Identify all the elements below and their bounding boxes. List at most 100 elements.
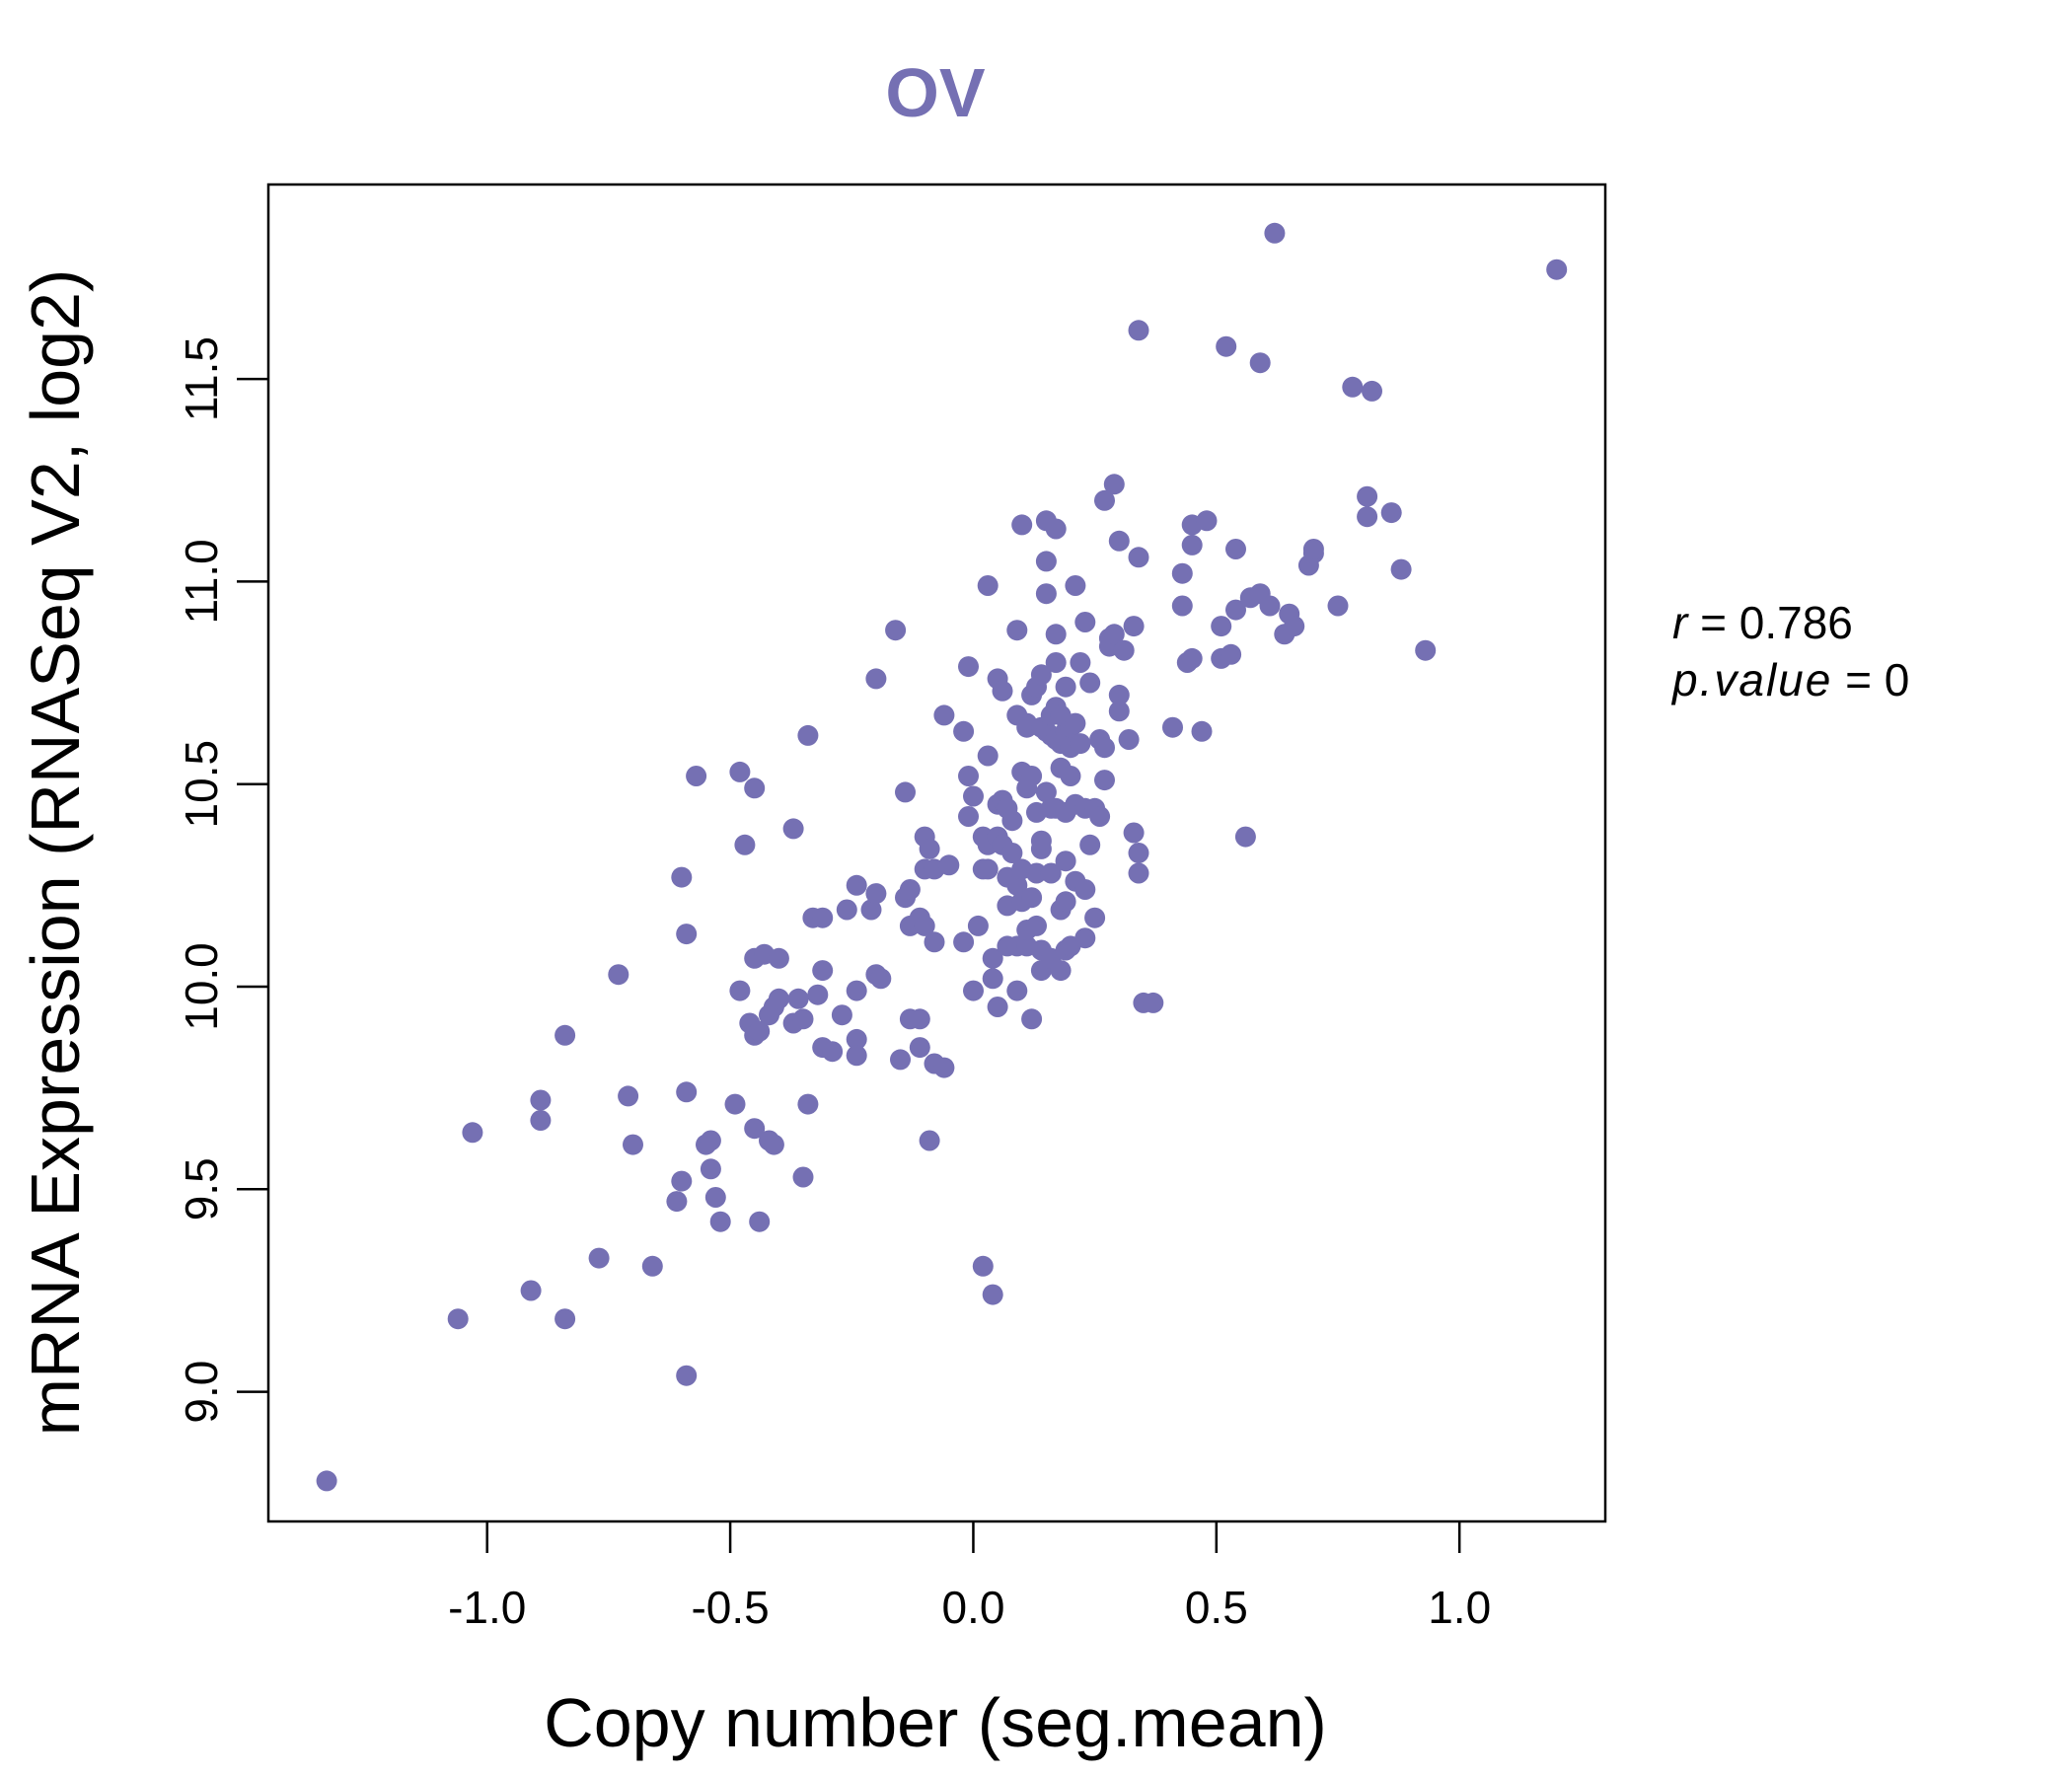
data-point (977, 575, 999, 596)
data-point (1259, 595, 1281, 617)
data-point (724, 1093, 746, 1115)
data-point (1026, 915, 1047, 936)
data-point (729, 761, 751, 782)
x-axis-label: Copy number (seg.mean) (544, 1684, 1327, 1761)
data-point (555, 1308, 576, 1330)
y-tick-label: 9.5 (176, 1157, 227, 1221)
data-point (909, 1008, 930, 1030)
x-tick-label: -0.5 (691, 1582, 769, 1633)
data-point (1171, 595, 1193, 617)
data-point (846, 980, 867, 1001)
data-point (1196, 510, 1218, 532)
data-point (666, 1191, 688, 1213)
data-point (1045, 518, 1067, 540)
data-point (1128, 320, 1149, 341)
data-point (1128, 862, 1149, 884)
data-point (1045, 624, 1067, 645)
data-point (963, 980, 984, 1001)
data-point (1181, 534, 1203, 555)
data-point (787, 988, 809, 1009)
data-point (953, 720, 975, 742)
x-axis: -1.0 -0.5 0.0 0.5 1.0 (448, 1521, 1491, 1633)
data-point (447, 1308, 469, 1330)
data-point (1162, 716, 1183, 738)
data-point (958, 806, 979, 827)
data-point (1079, 672, 1101, 694)
data-point (676, 924, 698, 945)
stats-annotation: r = 0.786 p.value = 0 (1670, 597, 1909, 705)
data-point (1045, 652, 1067, 673)
data-point (700, 1130, 721, 1151)
data-point (1050, 960, 1072, 982)
chart-title: OV (885, 54, 985, 131)
data-point (924, 931, 945, 953)
data-point (899, 879, 921, 900)
data-point (1055, 891, 1076, 913)
stat-r-value: 0.786 (1739, 597, 1853, 648)
x-tick-label: -1.0 (448, 1582, 526, 1633)
stat-r-eq: = (1687, 597, 1739, 648)
data-point (1221, 643, 1242, 665)
data-point (933, 704, 955, 726)
data-point (1094, 489, 1115, 511)
y-tick-label: 10.0 (176, 942, 227, 1031)
data-point (768, 988, 789, 1009)
data-point (1171, 562, 1193, 584)
data-point (1113, 639, 1135, 661)
data-point (1021, 1008, 1043, 1030)
stat-r: r = 0.786 (1672, 597, 1853, 648)
data-point (1284, 616, 1305, 637)
data-point (1001, 843, 1023, 863)
data-point (1103, 624, 1125, 645)
data-point (836, 899, 857, 921)
data-point (792, 1166, 814, 1188)
data-point (982, 968, 1003, 990)
data-point (671, 866, 693, 888)
data-point (744, 1118, 766, 1140)
data-point (1035, 551, 1057, 572)
data-point (792, 1008, 814, 1030)
data-point (919, 1130, 940, 1151)
x-tick-label: 0.5 (1185, 1582, 1248, 1633)
data-point (618, 1085, 639, 1107)
data-point (530, 1110, 552, 1131)
data-point (972, 1255, 994, 1277)
data-point (1264, 222, 1286, 244)
y-tick-label: 11.0 (176, 539, 227, 624)
plot-frame (266, 183, 1607, 1523)
x-tick-label: 1.0 (1428, 1582, 1491, 1633)
y-axis-label: mRNA Expression (RNASeq V2, log2) (17, 269, 94, 1437)
data-point (885, 620, 907, 641)
data-point (1006, 874, 1028, 896)
data-point (782, 818, 804, 840)
data-point (1016, 716, 1038, 738)
data-point (676, 1365, 698, 1386)
data-point (797, 724, 819, 746)
data-point (1225, 539, 1246, 559)
data-point (812, 960, 834, 982)
data-point (768, 947, 789, 969)
data-point (890, 1049, 911, 1071)
y-tick-label: 10.5 (176, 740, 227, 829)
x-tick-label: 0.0 (941, 1582, 1004, 1633)
data-point (763, 1134, 784, 1155)
data-point (982, 1284, 1003, 1305)
data-point (704, 1187, 726, 1208)
data-point (1546, 259, 1568, 280)
stat-p-eq: = (1832, 654, 1884, 705)
data-point (1026, 862, 1047, 884)
data-point (1021, 887, 1043, 909)
data-point (744, 777, 766, 799)
data-point (671, 1170, 693, 1192)
data-point (1006, 980, 1028, 1001)
data-point (1079, 834, 1101, 855)
data-point (700, 1158, 721, 1180)
data-point (1089, 806, 1111, 827)
data-point (1342, 376, 1364, 398)
data-point (1070, 652, 1091, 673)
data-point (520, 1280, 542, 1301)
data-point (1040, 862, 1062, 884)
data-point (958, 766, 979, 786)
data-point (987, 997, 1008, 1017)
data-point (1128, 843, 1149, 863)
